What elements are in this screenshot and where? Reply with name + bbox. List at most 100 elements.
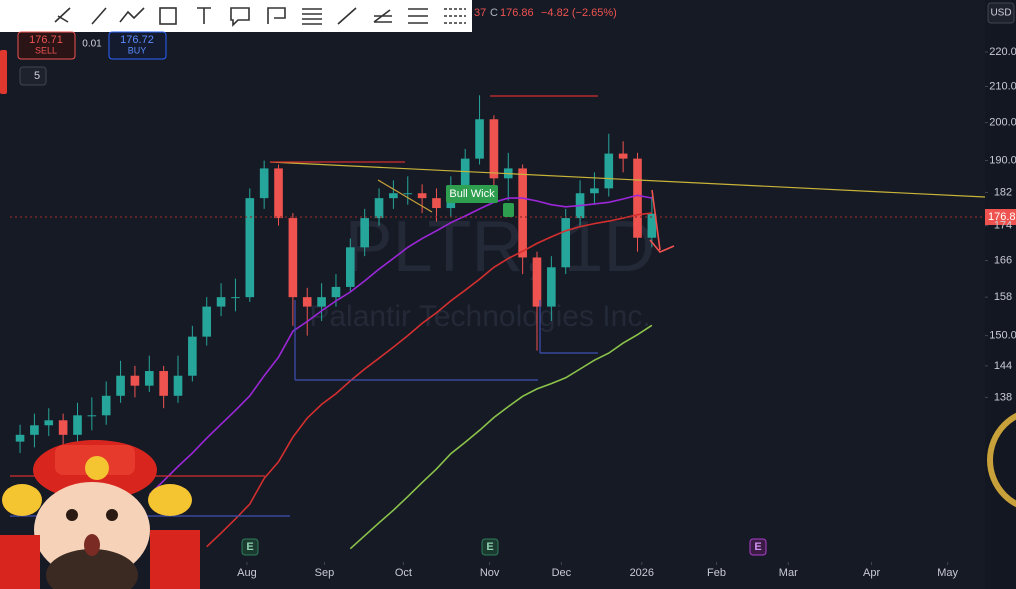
tool-brush[interactable]: [54, 7, 71, 23]
candle-body: [15, 434, 25, 442]
tool-ray[interactable]: [337, 7, 357, 25]
candle-body: [144, 371, 154, 386]
candle-body: [561, 218, 571, 268]
candle-body: [532, 257, 542, 307]
candle-body: [173, 375, 183, 396]
tool-line[interactable]: [91, 7, 107, 25]
buy-price[interactable]: 176.72: [120, 34, 154, 46]
y-tick-label: 158: [994, 291, 1012, 303]
candle-body: [547, 267, 556, 307]
candle-body: [604, 153, 614, 189]
interval-button[interactable]: [19, 66, 47, 86]
candle-body: [432, 198, 441, 209]
price-tag: [985, 209, 1016, 225]
tool-polyline[interactable]: [119, 7, 145, 23]
x-tick-label: Mar: [779, 567, 798, 579]
price-tag-label: 176.86: [988, 211, 1016, 223]
header-partial: 37: [474, 7, 486, 19]
candle-body: [346, 247, 355, 287]
sell-price[interactable]: 176.71: [29, 34, 63, 46]
earnings-marker[interactable]: E: [486, 541, 493, 553]
earnings: E E E: [241, 538, 767, 556]
candle-body: [618, 153, 628, 159]
y-tick-label: 174: [994, 220, 1012, 232]
candle-body: [274, 168, 283, 219]
candle-body: [216, 297, 226, 307]
candle-body: [633, 158, 642, 238]
x-tick-label: 2026: [630, 567, 654, 579]
x-tick-label: Sep: [315, 567, 335, 579]
candle-body: [116, 375, 125, 396]
arrow: [649, 189, 675, 253]
currency[interactable]: USD: [990, 8, 1011, 19]
candle-body: [188, 336, 197, 376]
candle-body: [101, 395, 111, 416]
x-tick-label: Nov: [480, 567, 500, 579]
x-tick-label: Oct: [395, 567, 412, 579]
y-tick-label: 182: [994, 186, 1012, 198]
moving-average: [206, 212, 652, 548]
tool-channel[interactable]: [408, 8, 428, 24]
candle-body: [231, 297, 240, 299]
x-tick-label: Dec: [552, 567, 572, 579]
header-close-label: C: [490, 7, 498, 19]
buy-label[interactable]: BUY: [128, 45, 147, 55]
y-tick-label: 144: [994, 360, 1012, 372]
tool-pitchfork[interactable]: [373, 9, 392, 23]
annotation: Bull Wick: [449, 188, 495, 200]
y-tick-label: 166: [994, 254, 1012, 266]
tool-note[interactable]: [267, 7, 286, 24]
candle-body: [202, 306, 212, 337]
earnings-marker[interactable]: E: [754, 541, 761, 553]
candle-body: [317, 297, 326, 307]
trend-line: [377, 179, 433, 213]
candle-body: [389, 193, 398, 199]
annotation-marker: [503, 203, 514, 217]
candle-body: [518, 168, 527, 258]
spread: 0.01: [82, 39, 102, 50]
earnings-marker[interactable]: E: [246, 541, 253, 553]
x-tick-label: May: [937, 567, 958, 579]
buy-button[interactable]: [108, 31, 167, 60]
interval-count[interactable]: 5: [34, 70, 40, 82]
candle-body: [302, 297, 312, 307]
candle-body: [44, 420, 54, 426]
sell-button[interactable]: [17, 31, 76, 60]
tool-icons: [54, 7, 466, 27]
candle-body: [331, 286, 341, 298]
candle-body: [288, 218, 298, 298]
candle-body: [647, 213, 657, 238]
tool-text[interactable]: [197, 7, 211, 24]
tool-rect[interactable]: [159, 7, 177, 25]
sell-label[interactable]: SELL: [35, 45, 57, 55]
annotation-box: [446, 185, 498, 203]
toolbar: [0, 0, 472, 32]
tool-gann[interactable]: [444, 8, 466, 24]
tool-callout[interactable]: [230, 7, 250, 27]
x-tick-label: Aug: [237, 567, 257, 579]
y-tick-label: 190.0: [989, 154, 1016, 166]
x-tick-label: Feb: [707, 567, 726, 579]
y-tick-label: 210.0: [989, 80, 1016, 92]
tool-fib[interactable]: [302, 8, 322, 25]
candle-body: [489, 119, 499, 179]
candle-body: [30, 425, 39, 435]
candle-body: [417, 193, 427, 199]
currency-button[interactable]: [987, 2, 1015, 24]
candle-body: [590, 188, 599, 194]
candle-body: [475, 119, 484, 159]
candle-body: [360, 218, 369, 248]
x-tick-label: Apr: [863, 567, 880, 579]
candle-body: [130, 375, 140, 386]
plot: [15, 95, 657, 550]
watermark-name: Palantir Technologies Inc.: [309, 300, 650, 333]
y-tick-label: 138: [994, 391, 1012, 403]
y-tick-label: 200.0: [989, 116, 1016, 128]
header-close: 176.86: [500, 7, 534, 19]
candle-body: [403, 193, 413, 195]
candle-body: [73, 415, 82, 435]
moving-average: [349, 324, 653, 550]
candle-body: [374, 198, 384, 219]
